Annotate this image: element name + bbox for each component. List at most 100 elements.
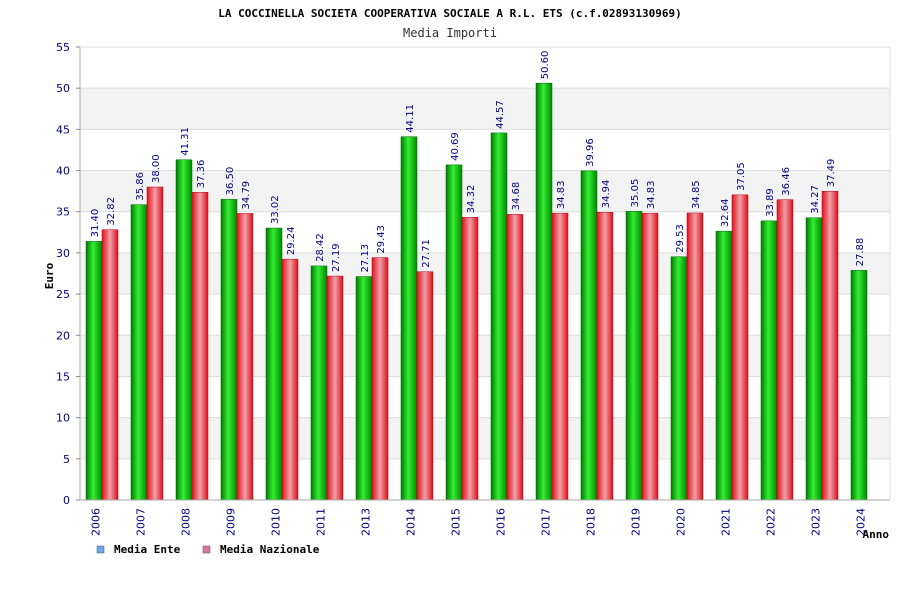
data-label-media-nazionale-2007: 38.00 [151, 154, 162, 183]
x-tick-label-2020: 2020 [675, 508, 688, 536]
data-label-media-ente-2010: 33.02 [270, 195, 281, 224]
data-label-media-nazionale-2020: 34.85 [691, 180, 702, 209]
y-tick-label: 30 [56, 247, 70, 260]
data-label-media-nazionale-2010: 29.24 [286, 227, 297, 256]
bar-media-nazionale-2011 [326, 275, 344, 501]
axes [76, 46, 891, 501]
x-tick-label-2013: 2013 [360, 508, 373, 536]
plot-band [80, 252, 890, 295]
data-label-media-nazionale-2019: 34.83 [646, 180, 657, 209]
y-tick-label: 10 [56, 412, 70, 425]
x-tick-label-2008: 2008 [180, 508, 193, 536]
x-tick-label-2016: 2016 [495, 508, 508, 536]
data-label-media-nazionale-2008: 37.36 [196, 160, 207, 189]
y-tick-label: 25 [56, 288, 70, 301]
y-axis-label: Euro [43, 262, 56, 289]
bar-media-ente-2010 [265, 227, 283, 501]
bar-media-nazionale-2006 [101, 229, 119, 501]
x-tick-label-2014: 2014 [405, 508, 418, 536]
data-label-media-ente-2022: 33.89 [765, 188, 776, 217]
bar-media-ente-2015 [445, 164, 463, 501]
data-label-media-ente-2017: 50.60 [540, 51, 551, 80]
x-tick-labels: 2006 2007 2008 2009 2010 2011 2013 2014 2015 2016… [90, 508, 868, 536]
y-tick-label: 20 [56, 329, 70, 342]
data-label-media-ente-2021: 32.64 [720, 199, 731, 228]
bar-media-nazionale-2023 [821, 190, 839, 501]
bar-media-ente-2014 [400, 136, 418, 501]
y-tick-labels: 0 5 10 15 20 25 30 35 40 45 50 55 [56, 41, 70, 507]
bar-media-nazionale-2013 [371, 257, 389, 501]
bars [85, 82, 868, 501]
x-axis-label: Anno [863, 528, 890, 541]
data-label-media-nazionale-2017: 34.83 [556, 180, 567, 209]
plot-background [80, 47, 890, 500]
chart-subtitle: Media Importi [403, 26, 497, 40]
bar-media-nazionale-2016 [506, 214, 524, 501]
bar-media-ente-2011 [310, 265, 328, 501]
bar-media-nazionale-2020 [686, 212, 704, 501]
bar-media-nazionale-2008 [191, 192, 209, 501]
x-tick-label-2007: 2007 [135, 508, 148, 536]
y-tick-label: 45 [56, 123, 70, 136]
x-tick-label-2010: 2010 [270, 508, 283, 536]
x-tick-label-2017: 2017 [540, 508, 553, 536]
data-label-media-nazionale-2016: 34.68 [511, 182, 522, 211]
bar-media-nazionale-2022 [776, 199, 794, 501]
bar-media-ente-2020 [670, 256, 688, 501]
data-label-media-ente-2008: 41.31 [180, 127, 191, 156]
y-tick-label: 40 [56, 165, 70, 178]
x-tick-label-2021: 2021 [720, 508, 733, 536]
bar-media-nazionale-2015 [461, 217, 479, 501]
bar-media-ente-2013 [355, 276, 373, 501]
y-tick-label: 55 [56, 41, 70, 54]
bar-media-ente-2018 [580, 170, 598, 501]
x-tick-label-2009: 2009 [225, 508, 238, 536]
y-tick-label: 15 [56, 370, 70, 383]
plot-band [80, 417, 890, 459]
data-label-media-ente-2013: 27.13 [360, 244, 371, 273]
bar-media-ente-2024 [850, 270, 868, 501]
bar-media-ente-2017 [535, 82, 553, 501]
data-label-media-nazionale-2018: 34.94 [601, 180, 612, 209]
data-label-media-ente-2018: 39.96 [585, 138, 596, 167]
x-tick-label-2015: 2015 [450, 508, 463, 536]
legend-label-media-ente: Media Ente [114, 543, 181, 556]
data-label-media-ente-2015: 40.69 [450, 132, 461, 161]
x-tick-label-2011: 2011 [315, 508, 328, 536]
data-label-media-nazionale-2022: 36.46 [781, 167, 792, 196]
bar-media-ente-2021 [715, 230, 733, 501]
bar-media-ente-2007 [130, 204, 148, 501]
bar-media-ente-2022 [760, 220, 778, 501]
data-label-media-ente-2016: 44.57 [495, 100, 506, 129]
bar-media-ente-2023 [805, 217, 823, 501]
legend: Media Ente Media Nazionale [96, 543, 320, 556]
data-label-media-nazionale-2009: 34.79 [241, 181, 252, 210]
data-label-media-ente-2020: 29.53 [675, 224, 686, 253]
data-label-media-nazionale-2014: 27.71 [421, 239, 432, 268]
legend-swatch-media-nazionale [202, 545, 211, 554]
x-tick-label-2006: 2006 [90, 508, 103, 536]
data-label-media-ente-2006: 31.40 [90, 209, 101, 238]
y-tick-label: 50 [56, 82, 70, 95]
bar-media-nazionale-2010 [281, 258, 299, 501]
x-tick-label-2018: 2018 [585, 508, 598, 536]
plot-band [80, 335, 890, 377]
y-tick-label: 35 [56, 206, 70, 219]
data-label-media-nazionale-2015: 34.32 [466, 185, 477, 214]
data-label-media-nazionale-2023: 37.49 [826, 159, 837, 188]
x-tick-label-2023: 2023 [810, 508, 823, 536]
y-tick-label: 5 [63, 453, 70, 466]
y-tick-label: 0 [63, 494, 70, 507]
data-label-media-ente-2011: 28.42 [315, 233, 326, 262]
bar-media-nazionale-2017 [551, 212, 569, 501]
bar-media-nazionale-2018 [596, 211, 614, 501]
data-label-media-nazionale-2006: 32.82 [106, 197, 117, 226]
data-label-media-ente-2007: 35.86 [135, 172, 146, 201]
data-label-media-ente-2024: 27.88 [855, 238, 866, 267]
bar-media-ente-2019 [625, 211, 643, 501]
chart-title: LA COCCINELLA SOCIETA COOPERATIVA SOCIAL… [218, 7, 682, 20]
bar-media-ente-2016 [490, 132, 508, 501]
bar-media-ente-2008 [175, 159, 193, 501]
bar-media-ente-2009 [220, 199, 238, 501]
